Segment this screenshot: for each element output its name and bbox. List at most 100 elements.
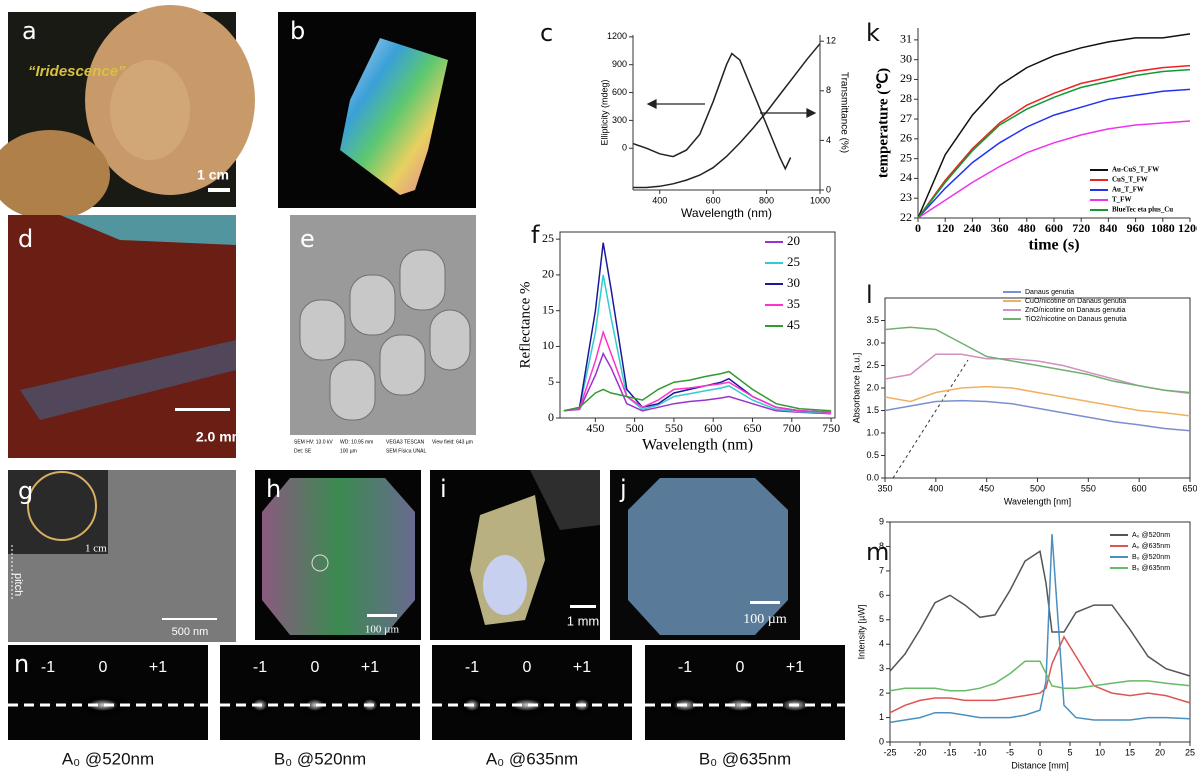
x-tick-label: 360 [991,221,1009,235]
y2-tick-label: 4 [826,135,831,145]
sem-info: SEM Física UNAL [386,448,427,454]
x-tick-label: 240 [963,221,981,235]
x-tick-label: 400 [652,195,667,205]
data-line [889,534,1191,724]
y-tick-label: 600 [612,87,627,97]
panel-label: g [18,477,33,505]
legend-label: 45 [787,317,800,332]
x-tick-label: 550 [665,421,683,435]
x-tick-label: 1080 [1151,221,1175,235]
y-tick-label: 0.5 [866,450,879,460]
diffraction-image [220,645,420,740]
y-tick-label: 5 [548,374,554,388]
y2-tick-label: 8 [826,85,831,95]
legend-label: T_FW [1112,196,1131,204]
data-line [889,550,1191,677]
y2-axis-label: Transmittance (%) [838,72,849,153]
caption: B₀ @520nm [274,749,366,768]
y-tick-label: 3 [879,663,884,673]
y-axis-label: Intensity [µW] [856,605,866,660]
y-tick-label: 4 [879,639,884,649]
caption: A₀ @635nm [486,749,578,768]
y-tick-label: 2.0 [866,382,879,392]
x-tick-label: 600 [1045,221,1063,235]
y-tick-label: 8 [879,541,884,551]
plot-frame [559,231,836,419]
y-tick-label: 1200 [607,31,627,41]
data-line [563,370,832,412]
sem-info: SEM HV: 13.0 kV [294,439,333,445]
y2-tick-label: 12 [826,36,836,46]
order-label: +1 [786,659,804,676]
data-line [563,274,832,414]
sample [628,478,788,635]
x-tick-label: 5 [1067,747,1072,757]
scale-label: 100 µm [365,624,400,636]
panel-label: i [440,475,447,503]
x-tick-label: 600 [706,195,721,205]
spot [73,693,133,717]
legend-label: 20 [787,233,800,248]
y-tick-label: 2 [879,687,884,697]
order-label: -1 [465,659,479,676]
x-tick-label: 15 [1125,747,1135,757]
y-tick-label: 9 [879,516,884,526]
x-tick-label: 0 [915,221,921,235]
photo-a [0,5,255,220]
y-tick-label: 2.5 [866,360,879,370]
x-tick-label: 20 [1155,747,1165,757]
x-tick-label: 450 [586,421,604,435]
streak [60,215,236,245]
data-line [917,64,1191,219]
x-tick-label: 10 [1095,747,1105,757]
y-tick-label: 1.0 [866,427,879,437]
trend-line [892,359,969,479]
y-tick-label: 29 [900,71,912,85]
x-tick-label: -20 [913,747,926,757]
data-line [917,33,1191,219]
scale-bar [162,618,217,620]
legend-label: B₀ @635nm [1132,565,1170,572]
y-tick-label: 25 [542,231,554,245]
photo-d [8,215,236,458]
x-tick-label: 1200 [1178,221,1197,235]
x-tick-label: 0 [1037,747,1042,757]
y-tick-label: 10 [542,338,554,352]
y-tick-label: 31 [900,32,912,46]
legend-label: BlueTec eta plus_Cu [1112,206,1173,214]
y-tick-label: 900 [612,59,627,69]
x-tick-label: 960 [1127,221,1145,235]
data-line [917,68,1191,219]
data-line [889,660,1191,692]
data-line [563,329,832,414]
legend-label: Au_T_FW [1112,186,1144,194]
scale-bar [175,408,230,411]
legend-label: 25 [787,254,800,269]
y-tick-label: 0.0 [866,472,879,482]
x-tick-label: 720 [1072,221,1090,235]
legend-label: TiO2/nicotine on Danaus genutia [1025,316,1127,323]
legend-label: CuO/nicotine on Danaus genutia [1025,298,1126,305]
legend-label: A₀ @520nm [1132,532,1170,539]
y-tick-label: 25 [900,150,912,164]
x-axis-label: time (s) [1028,237,1079,254]
order-label: -1 [253,659,267,676]
scale-label: 100 µm [743,612,787,627]
sample [262,478,415,635]
sem-info: WD: 10.95 mm [340,439,373,445]
scale-label: 1 cm [197,167,229,183]
diffraction-image [8,645,208,740]
order-label: 0 [99,659,108,676]
panel-label: j [619,475,627,503]
data-line [884,385,1191,417]
x-tick-label: 700 [783,421,801,435]
diffraction-image [432,645,632,740]
y-tick-label: 15 [542,302,554,316]
y-tick-label: 20 [542,267,554,281]
diffraction-image [645,645,845,740]
y-tick-label: 6 [879,590,884,600]
panel-label: e [300,225,315,253]
data-line [563,351,832,415]
scale-label: 2.0 mm [196,429,244,445]
legend-label: Au-CuS_T_FW [1112,166,1159,174]
